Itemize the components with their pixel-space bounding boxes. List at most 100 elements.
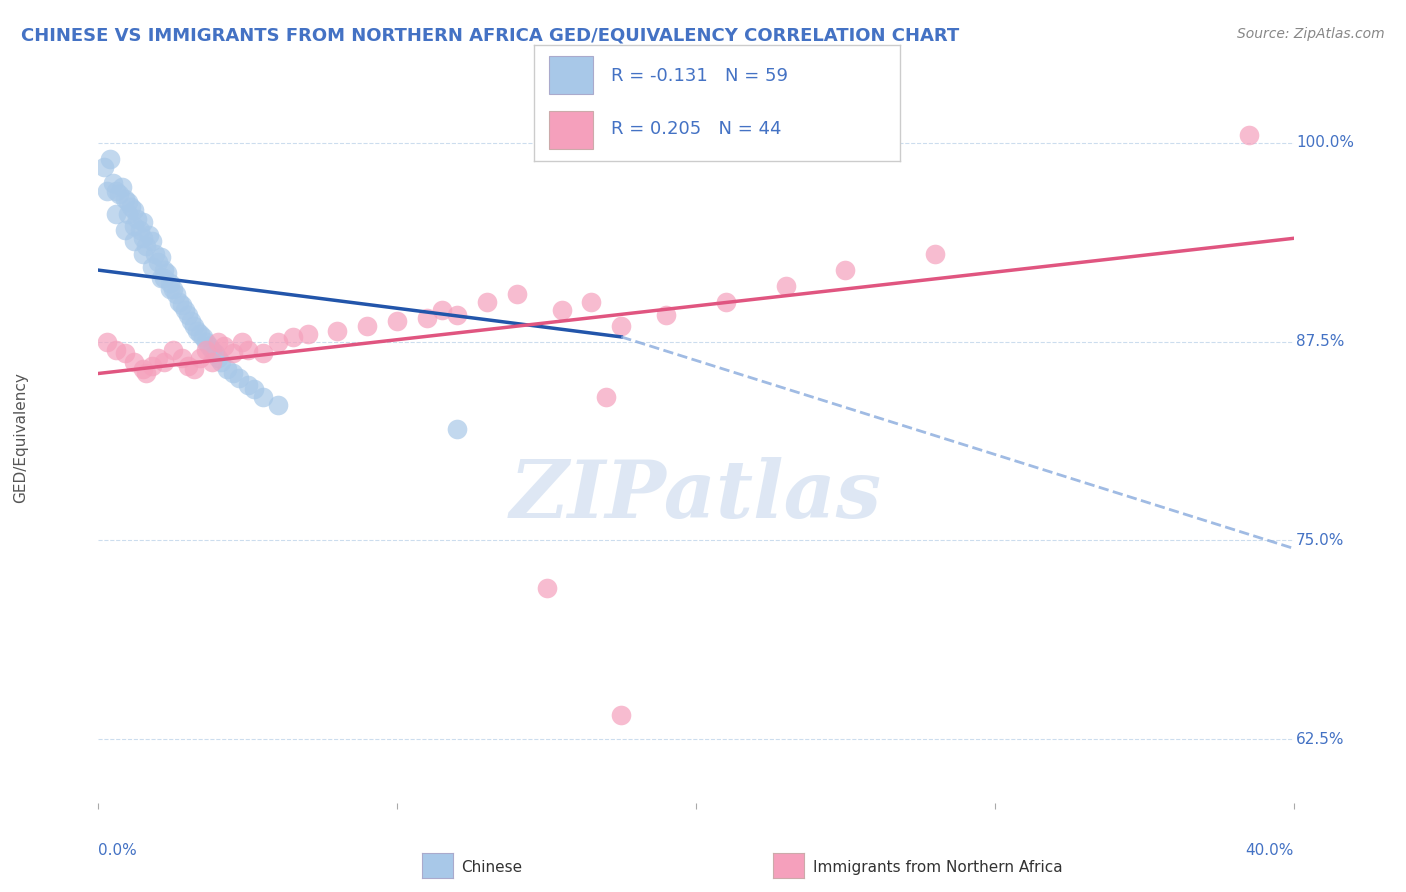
Point [103,176,125,190]
Point [536,581,558,595]
Point [153,263,176,277]
Point [194,343,218,357]
Point [180,314,202,328]
Point [153,271,176,285]
Point [201,355,224,369]
Text: 0.0%: 0.0% [98,843,138,858]
Point [281,330,304,344]
Point [156,266,179,280]
Point [446,308,468,322]
Point [775,279,797,293]
Point [714,294,737,309]
Point [124,202,146,217]
Point [267,334,290,349]
Point [267,398,290,412]
Text: 40.0%: 40.0% [1246,843,1294,858]
Point [506,287,529,301]
Text: CHINESE VS IMMIGRANTS FROM NORTHERN AFRICA GED/EQUIVALENCY CORRELATION CHART: CHINESE VS IMMIGRANTS FROM NORTHERN AFRI… [21,27,959,45]
Point [135,239,157,253]
Point [252,390,274,404]
Point [111,180,134,194]
Point [201,343,224,357]
Text: 75.0%: 75.0% [1296,533,1344,548]
Point [191,330,214,344]
Point [1237,128,1260,142]
Point [93,160,115,174]
Point [141,260,163,274]
Point [114,223,136,237]
Point [416,310,439,325]
Point [222,367,245,381]
Point [132,231,155,245]
Point [177,359,200,373]
Point [153,355,176,369]
Point [243,383,266,397]
Point [108,186,131,201]
Point [172,298,194,312]
Point [105,184,128,198]
Point [120,200,142,214]
Point [143,247,166,261]
Point [132,247,155,261]
Point [222,346,245,360]
Point [430,302,453,317]
Point [297,326,319,341]
Point [207,351,229,365]
Point [198,339,221,353]
Point [96,184,118,198]
Text: 62.5%: 62.5% [1296,731,1344,747]
Point [188,351,211,365]
Point [183,361,205,376]
Point [186,324,208,338]
Point [207,334,229,349]
Point [105,343,128,357]
Point [148,255,170,269]
Text: 87.5%: 87.5% [1296,334,1344,349]
Point [385,314,409,328]
Point [114,346,136,360]
Point [252,346,274,360]
Text: ZIPatlas: ZIPatlas [510,457,882,534]
Text: R = -0.131   N = 59: R = -0.131 N = 59 [612,67,787,85]
Text: GED/Equivalency: GED/Equivalency [14,372,28,502]
Point [124,219,146,233]
Text: Chinese: Chinese [461,860,522,874]
Point [129,223,152,237]
Point [124,355,146,369]
Point [204,346,226,360]
Point [96,334,118,349]
Point [550,302,572,317]
Point [127,212,149,227]
Point [236,377,259,392]
Point [610,708,633,723]
Point [236,343,259,357]
Point [172,351,194,365]
Point [228,371,250,385]
Point [117,194,139,209]
Point [446,422,468,436]
Point [150,271,173,285]
Point [183,318,205,333]
Point [105,207,128,221]
Point [165,287,187,301]
Point [655,308,678,322]
Point [215,361,238,376]
Point [141,359,163,373]
Point [834,263,856,277]
Point [132,215,155,229]
Point [475,294,498,309]
Point [132,361,155,376]
Point [610,318,633,333]
Point [141,235,163,249]
Point [135,367,157,381]
Bar [548,111,593,149]
Text: R = 0.205   N = 44: R = 0.205 N = 44 [612,120,782,138]
Point [177,308,200,322]
Point [174,302,197,317]
Point [356,318,378,333]
Point [581,294,603,309]
Point [124,235,146,249]
Text: 100.0%: 100.0% [1296,136,1354,151]
Point [148,351,170,365]
Point [212,339,235,353]
